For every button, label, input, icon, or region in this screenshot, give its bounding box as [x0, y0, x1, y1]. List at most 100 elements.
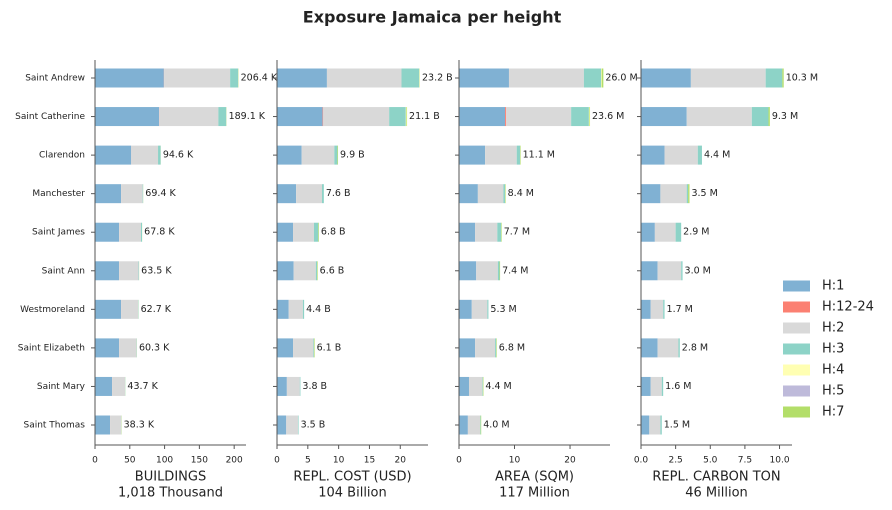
- legend-label: H:3: [822, 342, 844, 357]
- bar-segment: [95, 222, 120, 242]
- value-label: 3.5 M: [691, 188, 717, 199]
- bar-segment: [159, 107, 219, 127]
- bar-segment: [501, 222, 502, 242]
- value-label: 206.4 K: [241, 73, 278, 84]
- value-label: 8.4 M: [508, 188, 534, 199]
- bar-segment: [650, 376, 662, 396]
- bar-segment: [317, 261, 318, 281]
- bar-segment: [297, 415, 299, 435]
- bar-segment: [571, 107, 589, 127]
- bar-segment: [459, 222, 476, 242]
- bar-segment: [675, 222, 682, 242]
- value-label: 1.5 M: [664, 420, 690, 431]
- bar-segment: [230, 68, 239, 88]
- bar-segment: [499, 261, 501, 281]
- bar-segment: [121, 299, 139, 319]
- bar-segment: [110, 415, 121, 435]
- bar-segment: [277, 376, 287, 396]
- bar-segment: [697, 145, 702, 165]
- value-label: 4.0 M: [483, 420, 509, 431]
- x-axis-label: AREA (SQM): [495, 470, 574, 485]
- bar-segment: [95, 107, 160, 127]
- bar-segment: [95, 261, 120, 281]
- y-tick-label: Saint Andrew: [25, 74, 85, 84]
- value-label: 23.6 M: [592, 111, 624, 122]
- x-tick-label: 10: [509, 456, 521, 466]
- value-label: 23.2 B: [422, 73, 453, 84]
- bar-segment: [337, 145, 339, 165]
- value-label: 4.4 B: [306, 304, 331, 315]
- bar-segment: [477, 184, 504, 204]
- bar-segment: [459, 261, 477, 281]
- bar-segment: [158, 145, 161, 165]
- value-label: 9.9 B: [340, 150, 365, 161]
- bar-segment: [601, 68, 602, 88]
- legend-label: H:5: [822, 384, 844, 399]
- x-tick-label: 200: [226, 456, 243, 466]
- y-tick-label: Clarendon: [39, 151, 85, 161]
- bar-segment: [506, 107, 572, 127]
- bar-segment: [119, 222, 141, 242]
- bar-segment: [322, 107, 324, 127]
- bar-segment: [588, 107, 590, 127]
- legend-label: H:1: [822, 279, 844, 294]
- bar-segment: [95, 68, 164, 88]
- value-label: 94.6 K: [163, 150, 194, 161]
- bar-segment: [288, 299, 303, 319]
- bar-segment: [497, 222, 502, 242]
- bar-segment: [164, 68, 231, 88]
- bar-segment: [505, 184, 506, 204]
- legend-label: H:2: [822, 321, 844, 336]
- bar-segment: [459, 184, 478, 204]
- bar-segment: [497, 261, 500, 281]
- value-label: 7.7 M: [504, 227, 530, 238]
- bar-segment: [419, 68, 420, 88]
- bar-segment: [768, 107, 770, 127]
- bar-segment: [471, 299, 488, 319]
- bar-segment: [516, 145, 521, 165]
- y-tick-label: Saint Ann: [42, 266, 85, 276]
- bar-segment: [302, 299, 305, 319]
- bar-segment: [480, 415, 482, 435]
- y-tick-label: Saint Mary: [37, 382, 86, 392]
- bar-segment: [321, 184, 324, 204]
- value-label: 3.5 B: [301, 420, 326, 431]
- value-label: 67.8 K: [144, 227, 175, 238]
- bar-segment: [313, 338, 315, 358]
- bar-segment: [459, 376, 469, 396]
- value-label: 7.6 B: [326, 188, 351, 199]
- bar-segment: [301, 145, 335, 165]
- bar-segment: [496, 338, 497, 358]
- value-label: 26.0 M: [605, 73, 637, 84]
- x-tick-label: 0: [92, 456, 98, 466]
- bar-segment: [487, 299, 489, 319]
- value-label: 3.8 B: [302, 381, 327, 392]
- bar-segment: [751, 107, 769, 127]
- bar-segment: [313, 338, 314, 358]
- x-tick-label: 100: [156, 456, 173, 466]
- value-label: 1.7 M: [667, 304, 693, 315]
- x-tick-label: 5.0: [703, 456, 718, 466]
- bar-segment: [583, 68, 602, 88]
- bar-segment: [296, 184, 322, 204]
- bar-segment: [277, 261, 294, 281]
- y-tick-label: Westmoreland: [20, 305, 85, 315]
- bar-segment: [293, 261, 316, 281]
- bar-segment: [467, 415, 481, 435]
- x-axis-subtitle: 104 Billion: [318, 486, 387, 501]
- x-tick-label: 0: [274, 456, 280, 466]
- value-label: 43.7 K: [127, 381, 158, 392]
- bar-segment: [686, 184, 689, 204]
- value-label: 38.3 K: [124, 420, 155, 431]
- bar-segment: [121, 184, 143, 204]
- bar-segment: [589, 107, 591, 127]
- x-tick-label: 50: [124, 456, 136, 466]
- x-axis-label: REPL. COST (USD): [293, 470, 411, 485]
- value-label: 10.3 M: [786, 73, 818, 84]
- bar-segment: [660, 184, 687, 204]
- bar-segment: [140, 222, 143, 242]
- bar-segment: [119, 261, 139, 281]
- value-label: 5.3 M: [490, 304, 516, 315]
- bar-segment: [495, 338, 497, 358]
- bar-segment: [508, 68, 584, 88]
